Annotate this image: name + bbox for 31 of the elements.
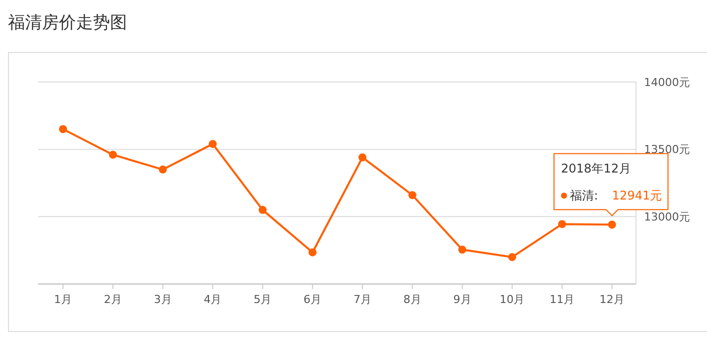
x-tick-label: 4月 [204, 293, 222, 306]
x-tick-label: 12月 [600, 293, 624, 306]
chart-title: 福清房价走势图 [8, 13, 127, 33]
point [508, 253, 516, 262]
point [458, 246, 466, 254]
point [59, 125, 67, 134]
annotation: 2018年12月 [561, 162, 631, 176]
y-tick-label: 13500元 [644, 143, 690, 156]
point [608, 220, 616, 229]
x-tick-label: 7月 [353, 293, 372, 306]
point [158, 166, 167, 174]
point [308, 248, 317, 256]
x-tick-label: 5月 [254, 293, 272, 306]
point [558, 220, 566, 228]
x-tick-label: 3月 [154, 293, 172, 306]
x-tick-label: 2月 [104, 293, 122, 306]
point [408, 191, 416, 200]
x-tick-label: 6月 [304, 293, 322, 306]
x-tick-label: 11月 [550, 293, 575, 306]
annotation: 12941元 [612, 188, 662, 203]
point [208, 140, 217, 148]
annotation: 福清: [570, 188, 598, 203]
x-tick-label: 10月 [500, 293, 525, 306]
point [358, 153, 366, 162]
y-tick-label: 13000元 [644, 210, 690, 224]
point [108, 150, 117, 159]
x-tick-label: 8月 [403, 293, 422, 306]
x-tick-label: 9月 [453, 293, 472, 306]
point [258, 206, 267, 214]
x-tick-label: 1月 [54, 293, 72, 306]
y-tick-label: 14000元 [644, 76, 690, 89]
